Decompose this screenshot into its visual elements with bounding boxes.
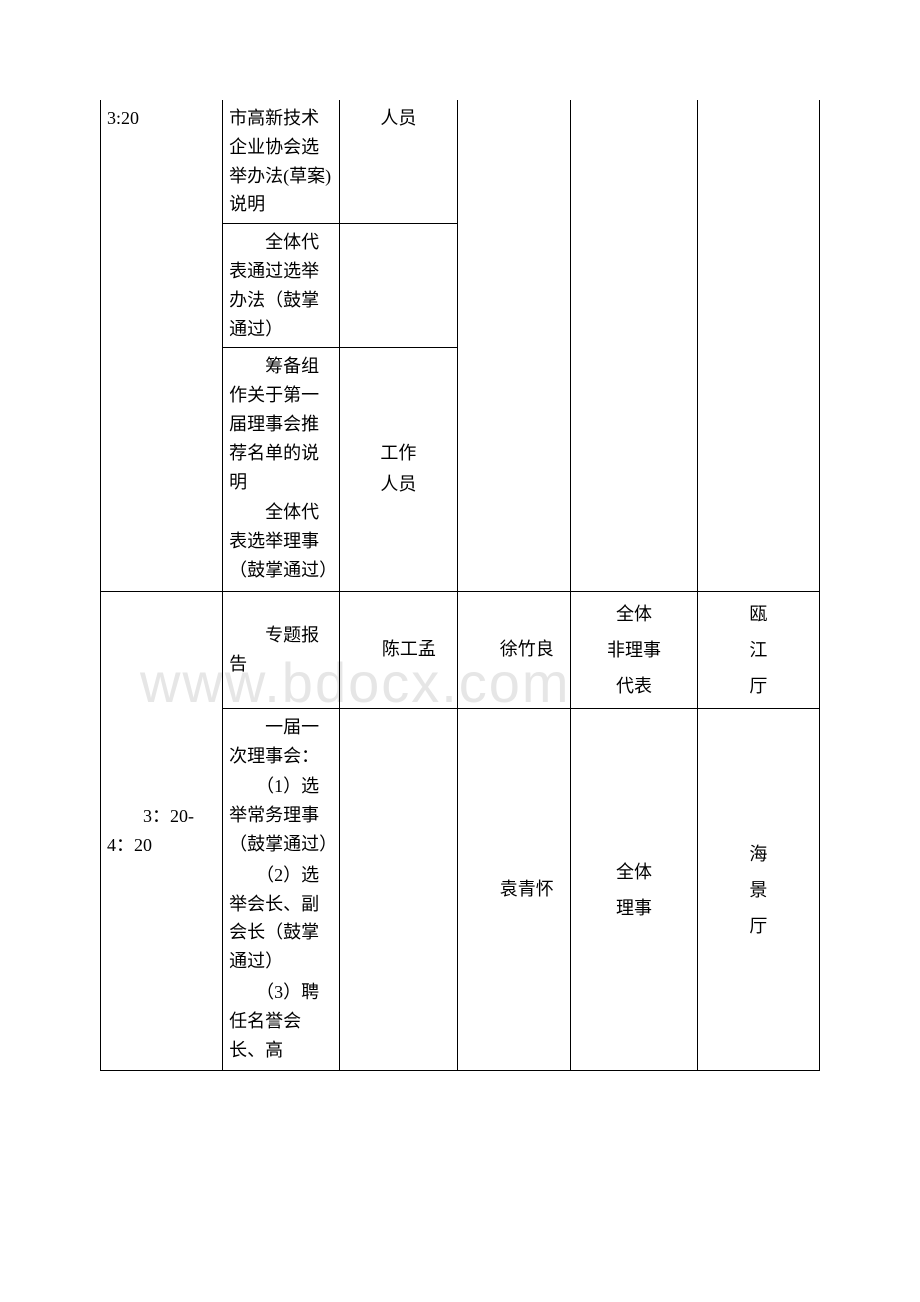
table-row: 3:20 市高新技术企业协会选举办法(草案)说明 人员 (101, 100, 820, 224)
text-line: 海 (704, 836, 813, 872)
text-line: （2）选举会长、副会长（鼓掌通过） (229, 861, 333, 976)
text-line: 全体 (577, 854, 691, 890)
cell-attendee-5: 全体 理事 (571, 708, 698, 1071)
text-line: 工作 (346, 439, 451, 468)
cell-empty-5-3 (339, 708, 457, 1071)
cell-person-4a: 陈工孟 (339, 591, 457, 708)
text-line: 全体代表选举理事（鼓掌通过） (229, 498, 333, 584)
text-line: （3）聘任名誉会长、高 (229, 978, 333, 1064)
cell-empty-1-5 (571, 100, 698, 591)
schedule-table: 3:20 市高新技术企业协会选举办法(草案)说明 人员 全体代表通过选举办法（鼓… (100, 100, 820, 1071)
text-line: （1）选举常务理事（鼓掌通过） (229, 772, 333, 858)
text-line: 非理事 (577, 632, 691, 668)
cell-content-5: 一届一次理事会： （1）选举常务理事（鼓掌通过） （2）选举会长、副会长（鼓掌通… (223, 708, 340, 1071)
cell-person-4b: 徐竹良 (457, 591, 571, 708)
cell-location-5: 海 景 厅 (697, 708, 819, 1071)
cell-empty-2-3 (339, 224, 457, 348)
document-content: 3:20 市高新技术企业协会选举办法(草案)说明 人员 全体代表通过选举办法（鼓… (100, 100, 820, 1071)
text-line: 代表 (577, 668, 691, 704)
text-line: 景 (704, 872, 813, 908)
cell-empty-1-4 (457, 100, 571, 591)
text-line: 筹备组作关于第一届理事会推荐名单的说明 (229, 352, 333, 496)
cell-time-1: 3:20 (101, 100, 223, 591)
cell-empty-1-6 (697, 100, 819, 591)
cell-content-4: 专题报告 (223, 591, 340, 708)
cell-content-1a: 市高新技术企业协会选举办法(草案)说明 (223, 100, 340, 224)
text-line: 厅 (704, 908, 813, 944)
table-row: 3：20-4：20 专题报告 陈工孟 徐竹良 全体 非理事 代表 瓯 江 厅 (101, 591, 820, 708)
text-line: 江 (704, 632, 813, 668)
cell-time-4: 3：20-4：20 (101, 591, 223, 1071)
cell-location-4: 瓯 江 厅 (697, 591, 819, 708)
cell-attendee-4: 全体 非理事 代表 (571, 591, 698, 708)
text-line: 人员 (346, 470, 451, 499)
text-line: 全体 (577, 596, 691, 632)
cell-person-5: 袁青怀 (457, 708, 571, 1071)
text-line: 瓯 (704, 596, 813, 632)
cell-content-2: 全体代表通过选举办法（鼓掌通过） (223, 224, 340, 348)
text-line: 理事 (577, 890, 691, 926)
cell-person-1: 人员 (339, 100, 457, 224)
cell-content-3: 筹备组作关于第一届理事会推荐名单的说明 全体代表选举理事（鼓掌通过） (223, 348, 340, 591)
cell-person-3: 工作 人员 (339, 348, 457, 591)
text-line: 厅 (704, 668, 813, 704)
text-line: 一届一次理事会： (229, 713, 333, 771)
